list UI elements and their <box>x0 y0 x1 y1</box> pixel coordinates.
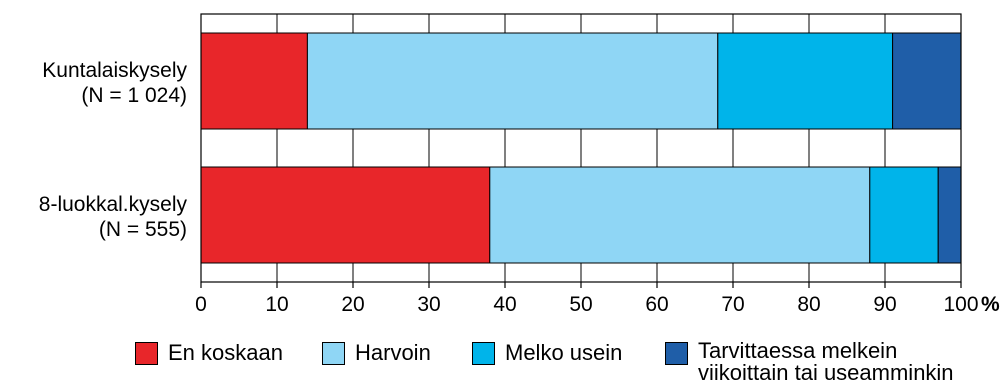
category-label-line: Kuntalaiskysely <box>42 59 187 82</box>
category-label-0: Kuntalaiskysely (N = 1 024) <box>42 59 187 107</box>
bar-1-harvoin <box>489 166 871 264</box>
bar-0-tarvittaessa-melkein <box>892 32 962 130</box>
plot-frame <box>200 13 962 283</box>
tick-label-x-30: 30 <box>417 293 440 316</box>
tick-label-x-90: 90 <box>873 293 896 316</box>
category-label-line: (N = 555) <box>99 218 187 241</box>
tick-label-x-100: 100 <box>943 293 978 316</box>
tick-label-x-50: 50 <box>569 293 592 316</box>
legend-swatch-melko-usein <box>472 342 495 365</box>
bar-1-melko-usein <box>869 166 939 264</box>
tick-label-x-10: 10 <box>265 293 288 316</box>
legend-swatch-tarvittaessa <box>665 342 688 365</box>
bar-0-melko-usein <box>717 32 894 130</box>
legend-label-en-koskaan: En koskaan <box>168 340 283 365</box>
category-label-line: 8-luokkal.kysely <box>39 193 188 216</box>
bar-1-en-koskaan <box>200 166 491 264</box>
category-label-1: 8-luokkal.kysely (N = 555) <box>39 193 188 241</box>
tick-label-x-20: 20 <box>341 293 364 316</box>
legend-swatch-en-koskaan <box>135 342 158 365</box>
tick-label-x-40: 40 <box>493 293 516 316</box>
tick-label-x-60: 60 <box>645 293 668 316</box>
x-axis-unit-label: % <box>981 293 1000 316</box>
bar-0-harvoin <box>306 32 719 130</box>
tick-label-x-80: 80 <box>797 293 820 316</box>
legend-label-harvoin: Harvoin <box>355 340 431 365</box>
legend: En koskaan Harvoin Melko usein Tarvittae… <box>0 340 1007 387</box>
legend-label-melko-usein: Melko usein <box>505 340 623 365</box>
category-label-line: (N = 1 024) <box>81 84 187 107</box>
legend-swatch-harvoin <box>322 342 345 365</box>
tick-label-x-0: 0 <box>195 293 207 316</box>
tick-label-x-70: 70 <box>721 293 744 316</box>
stacked-bar-chart: 0 10 20 30 40 50 60 70 80 90 100 %Kuntalaiskysely (N… <box>39 13 1000 316</box>
legend-label-tarvittaessa: Tarvittaessa melkein viikoittain tai use… <box>698 338 954 385</box>
bar-0-en-koskaan <box>200 32 308 130</box>
bar-1-tarvittaessa-melkein <box>937 166 962 264</box>
